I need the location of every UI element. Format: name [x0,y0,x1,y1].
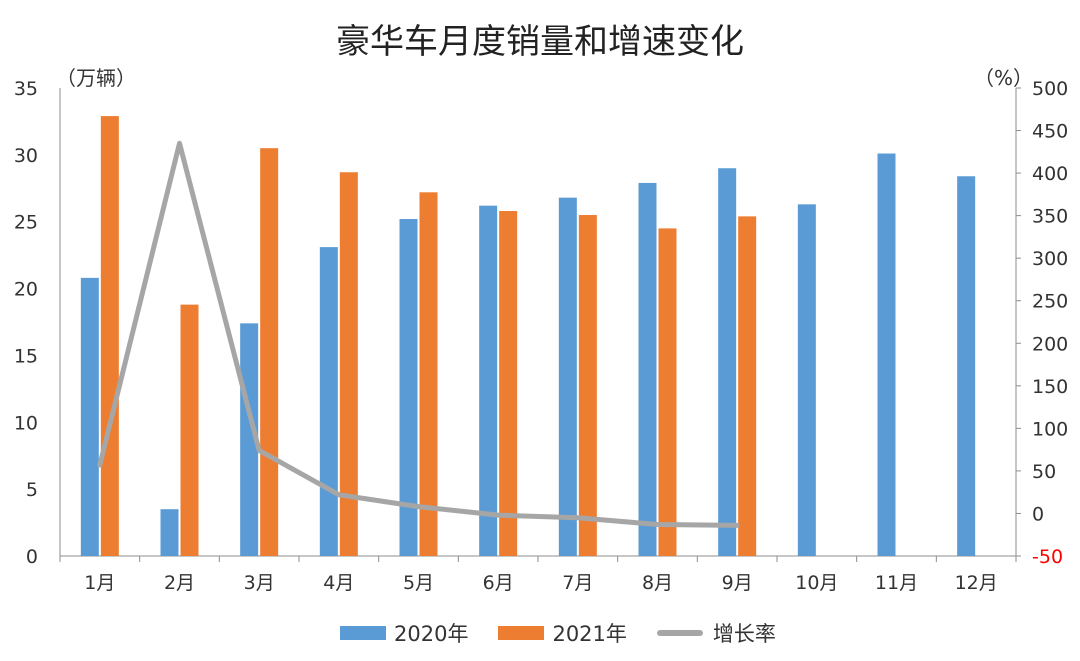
legend-label-growth: 增长率 [712,622,776,646]
bar-2020 [160,509,179,556]
x-tick-label: 2月 [164,572,195,594]
chart-title: 豪华车月度销量和增速变化 [336,22,744,62]
legend-item-2020: 2020年 [340,618,468,648]
x-tick-label: 9月 [722,572,753,594]
bar-2021 [499,211,518,556]
bar-2021 [658,228,677,556]
bar-2020 [718,168,737,556]
bar-2021 [578,215,597,556]
bar-2021 [419,192,438,556]
bar-2020 [479,205,498,556]
left-tick-label: 10 [14,412,38,434]
right-tick-label: 450 [1032,121,1068,143]
bar-2020 [80,277,99,556]
left-tick-label: 5 [26,479,38,501]
right-tick-label: 300 [1032,248,1068,270]
x-tick-label: 5月 [403,572,434,594]
bar-2020 [558,197,577,556]
x-tick-label: 1月 [84,572,115,594]
bar-2020 [399,219,418,557]
left-tick-label: 30 [14,145,38,167]
bar-2020 [797,204,816,556]
bar-2021 [100,116,119,556]
left-tick-label: 0 [26,546,38,568]
right-tick-label: 200 [1032,333,1068,355]
right-tick-label: 50 [1032,461,1056,483]
x-tick-label: 4月 [323,572,354,594]
bar-2020 [957,176,976,556]
bar-2020 [638,182,657,557]
right-tick-label: 350 [1032,206,1068,228]
right-tick-label: 500 [1032,78,1068,100]
right-tick-label: 250 [1032,291,1068,313]
legend-swatch-2020 [340,626,386,640]
right-axis-unit: （%） [974,66,1034,90]
bar-2021 [180,304,199,556]
x-tick-label: 11月 [875,572,918,594]
right-tick-label: 0 [1032,503,1044,525]
legend-swatch-2021 [498,626,545,640]
legend: 2020年 2021年 增长率 [340,618,806,648]
bar-2021 [339,172,358,557]
left-tick-label: 20 [14,279,38,301]
x-tick-label: 7月 [562,572,593,594]
left-tick-label: 25 [14,212,38,234]
left-tick-label: 15 [14,345,38,367]
legend-item-growth: 增长率 [656,618,776,648]
right-tick-label: 400 [1032,163,1068,185]
left-tick-label: 35 [14,78,38,100]
growth-line [97,140,740,528]
right-tick-label: 100 [1032,418,1068,440]
x-tick-label: 6月 [483,572,514,594]
bar-2020 [240,323,259,556]
bar-2021 [738,216,757,556]
legend-item-2021: 2021年 [498,618,627,648]
x-tick-label: 3月 [244,572,275,594]
legend-swatch-growth [656,630,703,636]
bar-2020 [877,153,896,556]
x-tick-label: 12月 [955,572,998,594]
left-axis-unit: （万辆） [56,66,136,90]
legend-label-2020: 2020年 [394,622,469,646]
legend-label-2021: 2021年 [552,622,627,646]
x-tick-label: 8月 [642,572,673,594]
bar-2020 [319,247,338,556]
x-tick-label: 10月 [795,572,838,594]
right-tick-label: -50 [1032,546,1063,568]
bar-2021 [260,148,279,556]
right-tick-label: 150 [1032,376,1068,398]
